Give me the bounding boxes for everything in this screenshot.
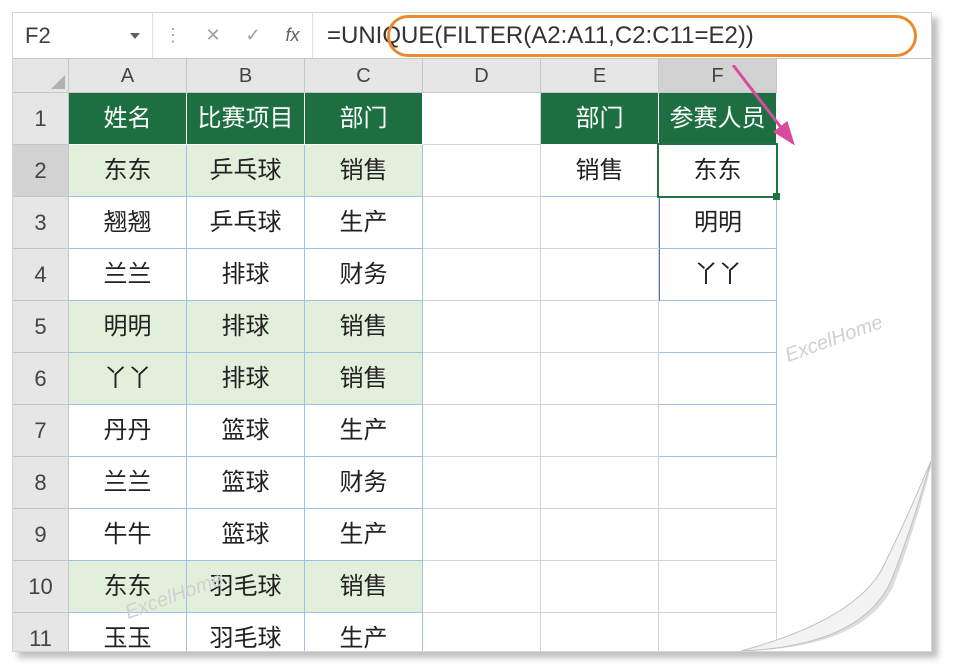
fx-icon[interactable]: fx xyxy=(273,13,313,58)
cell-C9[interactable]: 生产 xyxy=(305,509,423,561)
cell-F11[interactable] xyxy=(659,613,777,652)
cell-C10[interactable]: 销售 xyxy=(305,561,423,613)
cell-B5[interactable]: 排球 xyxy=(187,301,305,353)
cell-F6[interactable] xyxy=(659,353,777,405)
cell-A11[interactable]: 玉玉 xyxy=(69,613,187,652)
cancel-icon[interactable]: ✕ xyxy=(193,13,233,58)
cell-B4[interactable]: 排球 xyxy=(187,249,305,301)
row-header-3[interactable]: 3 xyxy=(13,197,69,249)
col-header-B[interactable]: B xyxy=(187,59,305,93)
cell-A6[interactable]: 丫丫 xyxy=(69,353,187,405)
cell-E9[interactable] xyxy=(541,509,659,561)
row-header-7[interactable]: 7 xyxy=(13,405,69,457)
formula-text: =UNIQUE(FILTER(A2:A11,C2:C11=E2)) xyxy=(327,22,754,50)
cell-F3[interactable]: 明明 xyxy=(659,197,777,249)
cell-D2[interactable] xyxy=(423,145,541,197)
cell-F5[interactable] xyxy=(659,301,777,353)
cell-D3[interactable] xyxy=(423,197,541,249)
cell-B10[interactable]: 羽毛球 xyxy=(187,561,305,613)
cell-C4[interactable]: 财务 xyxy=(305,249,423,301)
cell-D5[interactable] xyxy=(423,301,541,353)
cell-A7[interactable]: 丹丹 xyxy=(69,405,187,457)
col-header-C[interactable]: C xyxy=(305,59,423,93)
cell-C11[interactable]: 生产 xyxy=(305,613,423,652)
cell-E2[interactable]: 销售 xyxy=(541,145,659,197)
cell-D1[interactable] xyxy=(423,93,541,145)
formula-vdots-icon[interactable]: ⋮ xyxy=(153,13,193,58)
cell-F8[interactable] xyxy=(659,457,777,509)
cell-A4[interactable]: 兰兰 xyxy=(69,249,187,301)
cell-B9[interactable]: 篮球 xyxy=(187,509,305,561)
cell-C5[interactable]: 销售 xyxy=(305,301,423,353)
excel-window: F2 ⋮ ✕ ✓ fx =UNIQUE(FILTER(A2:A11,C2:C11… xyxy=(12,12,932,652)
cell-D7[interactable] xyxy=(423,405,541,457)
row-header-5[interactable]: 5 xyxy=(13,301,69,353)
cell-A9[interactable]: 牛牛 xyxy=(69,509,187,561)
col-header-D[interactable]: D xyxy=(423,59,541,93)
cell-A2[interactable]: 东东 xyxy=(69,145,187,197)
col-header-E[interactable]: E xyxy=(541,59,659,93)
cell-D6[interactable] xyxy=(423,353,541,405)
cell-F2-value: 东东 xyxy=(694,157,742,184)
cell-E7[interactable] xyxy=(541,405,659,457)
cell-A3[interactable]: 翘翘 xyxy=(69,197,187,249)
cell-F7[interactable] xyxy=(659,405,777,457)
cell-C3[interactable]: 生产 xyxy=(305,197,423,249)
cell-E11[interactable] xyxy=(541,613,659,652)
cell-C1[interactable]: 部门 xyxy=(305,93,423,145)
row-header-11[interactable]: 11 xyxy=(13,613,69,652)
cell-F1[interactable]: 参赛人员 xyxy=(659,93,777,145)
cell-A5[interactable]: 明明 xyxy=(69,301,187,353)
cell-E5[interactable] xyxy=(541,301,659,353)
cell-A10[interactable]: 东东 xyxy=(69,561,187,613)
cell-B2[interactable]: 乒乓球 xyxy=(187,145,305,197)
cell-D10[interactable] xyxy=(423,561,541,613)
cell-D8[interactable] xyxy=(423,457,541,509)
select-all-corner[interactable] xyxy=(13,59,69,93)
row-header-8[interactable]: 8 xyxy=(13,457,69,509)
row-header-2[interactable]: 2 xyxy=(13,145,69,197)
cell-E8[interactable] xyxy=(541,457,659,509)
name-box-value: F2 xyxy=(25,23,51,49)
cell-F9[interactable] xyxy=(659,509,777,561)
row-header-6[interactable]: 6 xyxy=(13,353,69,405)
row-header-1[interactable]: 1 xyxy=(13,93,69,145)
cell-B11[interactable]: 羽毛球 xyxy=(187,613,305,652)
cell-D4[interactable] xyxy=(423,249,541,301)
row-header-4[interactable]: 4 xyxy=(13,249,69,301)
cell-B6[interactable]: 排球 xyxy=(187,353,305,405)
cell-A8[interactable]: 兰兰 xyxy=(69,457,187,509)
cell-E4[interactable] xyxy=(541,249,659,301)
cell-C7[interactable]: 生产 xyxy=(305,405,423,457)
cell-B3[interactable]: 乒乓球 xyxy=(187,197,305,249)
col-header-F[interactable]: F xyxy=(659,59,777,93)
fill-handle[interactable] xyxy=(773,193,780,200)
name-box[interactable]: F2 xyxy=(13,13,153,58)
col-header-A[interactable]: A xyxy=(69,59,187,93)
cell-F2[interactable]: 东东 xyxy=(659,145,777,197)
cell-B8[interactable]: 篮球 xyxy=(187,457,305,509)
confirm-icon[interactable]: ✓ xyxy=(233,13,273,58)
cell-B7[interactable]: 篮球 xyxy=(187,405,305,457)
formula-bar: F2 ⋮ ✕ ✓ fx =UNIQUE(FILTER(A2:A11,C2:C11… xyxy=(13,13,931,59)
row-header-9[interactable]: 9 xyxy=(13,509,69,561)
cell-B1[interactable]: 比赛项目 xyxy=(187,93,305,145)
cell-C2[interactable]: 销售 xyxy=(305,145,423,197)
cell-E10[interactable] xyxy=(541,561,659,613)
cell-A1[interactable]: 姓名 xyxy=(69,93,187,145)
formula-input[interactable]: =UNIQUE(FILTER(A2:A11,C2:C11=E2)) xyxy=(313,13,931,58)
cell-C8[interactable]: 财务 xyxy=(305,457,423,509)
cell-D9[interactable] xyxy=(423,509,541,561)
cell-F10[interactable] xyxy=(659,561,777,613)
spreadsheet-grid: A B C D E F 1 姓名 比赛项目 部门 部门 参赛人员 2 东东 乒乓… xyxy=(13,59,931,652)
name-box-dropdown-icon[interactable] xyxy=(130,33,140,39)
cell-C6[interactable]: 销售 xyxy=(305,353,423,405)
cell-D11[interactable] xyxy=(423,613,541,652)
cell-E6[interactable] xyxy=(541,353,659,405)
cell-E3[interactable] xyxy=(541,197,659,249)
cell-F4[interactable]: 丫丫 xyxy=(659,249,777,301)
cell-E1[interactable]: 部门 xyxy=(541,93,659,145)
row-header-10[interactable]: 10 xyxy=(13,561,69,613)
